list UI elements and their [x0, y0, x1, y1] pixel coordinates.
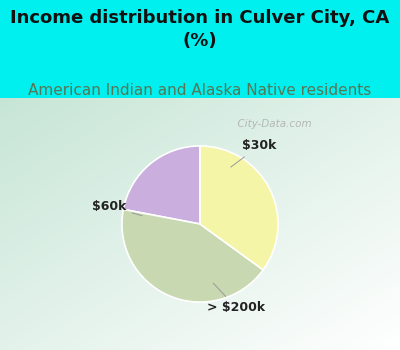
Text: American Indian and Alaska Native residents: American Indian and Alaska Native reside… [28, 83, 372, 98]
Wedge shape [123, 146, 200, 224]
Text: > $200k: > $200k [207, 283, 265, 314]
Wedge shape [122, 209, 263, 302]
Text: Income distribution in Culver City, CA
(%): Income distribution in Culver City, CA (… [10, 9, 390, 49]
Text: $60k: $60k [92, 200, 142, 216]
Text: City-Data.com: City-Data.com [231, 119, 312, 129]
Wedge shape [200, 146, 278, 270]
Text: $30k: $30k [231, 139, 276, 167]
